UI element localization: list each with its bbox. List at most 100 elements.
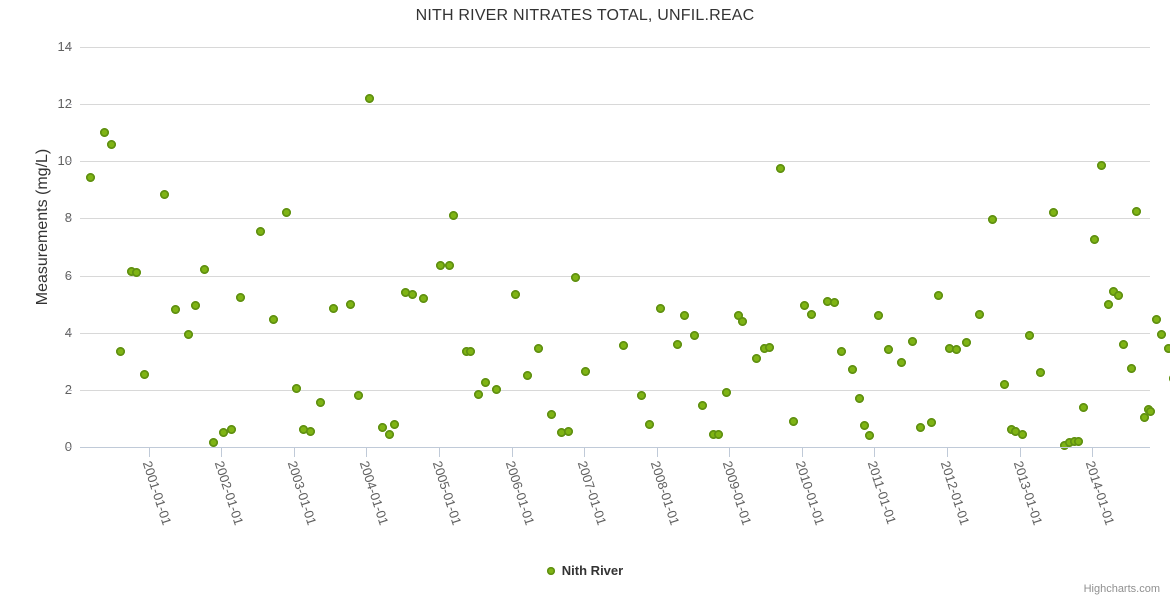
data-point[interactable] [672,339,682,349]
data-point[interactable] [491,385,501,395]
data-point[interactable] [860,421,870,431]
data-point[interactable] [837,346,847,356]
data-point[interactable] [235,292,245,302]
data-point[interactable] [115,346,125,356]
data-point[interactable] [644,419,654,429]
data-point[interactable] [1090,235,1100,245]
data-point[interactable] [292,383,302,393]
data-point[interactable] [1010,426,1020,436]
data-point[interactable] [1156,329,1166,339]
data-point[interactable] [1103,299,1113,309]
data-point[interactable] [999,379,1009,389]
data-point[interactable] [353,391,363,401]
data-point[interactable] [822,296,832,306]
data-point[interactable] [126,266,136,276]
data-point[interactable] [1151,315,1161,325]
data-point[interactable] [764,342,774,352]
data-point[interactable] [962,338,972,348]
data-point[interactable] [86,172,96,182]
data-point[interactable] [1119,339,1129,349]
data-point[interactable] [1146,406,1156,416]
data-point[interactable] [636,391,646,401]
data-point[interactable] [873,311,883,321]
data-point[interactable] [800,301,810,311]
data-point[interactable] [268,315,278,325]
data-point[interactable] [1163,343,1170,353]
data-point[interactable] [1127,363,1137,373]
data-point[interactable] [752,353,762,363]
data-point[interactable] [581,366,591,376]
data-point[interactable] [184,329,194,339]
data-point[interactable] [690,331,700,341]
data-point[interactable] [975,309,985,319]
data-point[interactable] [571,272,581,282]
data-point[interactable] [1168,373,1170,383]
data-point[interactable] [419,293,429,303]
data-point[interactable] [226,425,236,435]
data-point[interactable] [855,393,865,403]
data-point[interactable] [1059,441,1069,451]
data-point[interactable] [444,261,454,271]
data-point[interactable] [1097,161,1107,171]
data-point[interactable] [907,336,917,346]
data-point[interactable] [1139,412,1149,422]
data-point[interactable] [830,298,840,308]
data-point[interactable] [346,299,356,309]
data-point[interactable] [915,422,925,432]
data-point[interactable] [474,389,484,399]
data-point[interactable] [1017,429,1027,439]
data-point[interactable] [208,438,218,448]
data-point[interactable] [714,429,724,439]
data-point[interactable] [738,316,748,326]
data-point[interactable] [926,418,936,428]
data-point[interactable] [722,388,732,398]
data-point[interactable] [364,93,374,103]
data-point[interactable] [533,343,543,353]
data-point[interactable] [282,208,292,218]
data-point[interactable] [1073,436,1083,446]
data-point[interactable] [546,409,556,419]
data-point[interactable] [218,428,228,438]
data-point[interactable] [400,288,410,298]
chart-legend[interactable]: Nith River [0,562,1170,578]
data-point[interactable] [1065,438,1075,448]
data-point[interactable] [952,345,962,355]
data-point[interactable] [1109,286,1119,296]
data-point[interactable] [848,365,858,375]
data-point[interactable] [945,343,955,353]
data-point[interactable] [1079,402,1089,412]
data-point[interactable] [299,425,309,435]
data-point[interactable] [305,426,315,436]
data-point[interactable] [788,416,798,426]
data-point[interactable] [619,341,629,351]
data-point[interactable] [99,128,109,138]
data-point[interactable] [897,358,907,368]
data-point[interactable] [329,303,339,313]
data-point[interactable] [449,211,459,221]
data-point[interactable] [884,345,894,355]
data-point[interactable] [564,426,574,436]
data-point[interactable] [933,291,943,301]
data-point[interactable] [316,398,326,408]
data-point[interactable] [1114,291,1124,301]
data-point[interactable] [106,139,116,149]
data-point[interactable] [1132,206,1142,216]
data-point[interactable] [481,378,491,388]
data-point[interactable] [522,371,532,381]
data-point[interactable] [384,429,394,439]
data-point[interactable] [191,301,201,311]
data-point[interactable] [171,305,181,315]
data-point[interactable] [159,189,169,199]
data-point[interactable] [775,163,785,173]
data-point[interactable] [865,431,875,441]
data-point[interactable] [759,343,769,353]
data-point[interactable] [655,303,665,313]
data-point[interactable] [408,289,417,299]
data-point[interactable] [377,422,387,432]
data-point[interactable] [200,265,210,275]
data-point[interactable] [679,311,689,321]
data-point[interactable] [709,429,719,439]
data-point[interactable] [466,346,476,356]
data-point[interactable] [733,311,743,321]
data-point[interactable] [510,289,520,299]
